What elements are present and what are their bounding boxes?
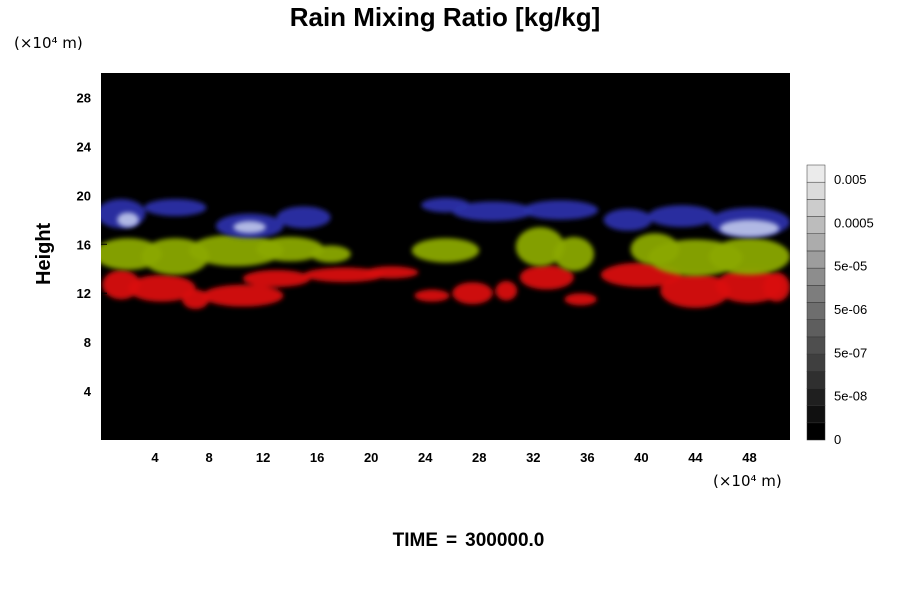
x-unit-label: (×10⁴ m) bbox=[713, 472, 782, 490]
time-readout: TIME = 300000.0 bbox=[0, 530, 900, 552]
colorbar-level bbox=[806, 405, 826, 424]
colorbar: 0.005 0.0005 5e-05 5e-06 5e-07 5e-08 0 bbox=[806, 164, 874, 447]
green-blob bbox=[553, 236, 595, 272]
red-blob bbox=[660, 273, 731, 308]
green-blob bbox=[411, 238, 480, 263]
blue-blob bbox=[452, 201, 534, 222]
x-tick-label: 48 bbox=[742, 450, 756, 465]
y-tick-label: 16 bbox=[77, 237, 91, 252]
colorbar-level bbox=[806, 216, 826, 234]
red-band bbox=[102, 262, 790, 310]
colorbar-label: 5e-08 bbox=[834, 389, 867, 404]
colorbar-label: 5e-05 bbox=[834, 259, 867, 274]
x-tick-label: 24 bbox=[418, 450, 433, 465]
blue-blob bbox=[648, 205, 716, 228]
colorbar-level bbox=[806, 285, 826, 303]
green-blob bbox=[188, 234, 284, 267]
white-blob bbox=[233, 221, 266, 234]
white-band bbox=[117, 212, 780, 237]
blue-blob bbox=[144, 199, 207, 217]
red-blob bbox=[564, 293, 597, 306]
y-tick-label: 20 bbox=[77, 188, 91, 203]
colorbar-level bbox=[806, 371, 826, 389]
colorbar-level bbox=[806, 422, 826, 441]
y-tick-label: 28 bbox=[77, 90, 91, 105]
red-blob bbox=[128, 274, 196, 302]
red-blob bbox=[414, 289, 450, 302]
x-tick-label: 28 bbox=[472, 450, 486, 465]
y-tick-label: 12 bbox=[77, 286, 91, 301]
colorbar-label: 5e-06 bbox=[834, 302, 867, 317]
colorbar-level bbox=[806, 353, 826, 372]
colorbar-label: 0.005 bbox=[834, 172, 867, 187]
red-blob bbox=[519, 265, 574, 290]
y-tick-label: 8 bbox=[84, 335, 91, 350]
colorbar-level bbox=[806, 250, 826, 269]
colorbar-level bbox=[806, 181, 826, 200]
colorbar-level bbox=[806, 164, 826, 183]
green-blob bbox=[256, 236, 324, 262]
blue-blob bbox=[522, 200, 599, 220]
red-blob bbox=[762, 272, 790, 302]
x-tick-label: 4 bbox=[151, 450, 159, 465]
rain-field bbox=[101, 197, 790, 310]
colorbar-level bbox=[806, 388, 826, 406]
x-tick-label: 20 bbox=[364, 450, 378, 465]
white-blob bbox=[719, 219, 780, 237]
colorbar-label: 0 bbox=[834, 432, 841, 447]
colorbar-label: 5e-07 bbox=[834, 345, 867, 360]
green-blob bbox=[708, 238, 790, 275]
white-blob bbox=[117, 212, 139, 228]
colorbar-level bbox=[806, 319, 826, 338]
time-value: 300000.0 bbox=[465, 530, 545, 551]
red-blob bbox=[495, 280, 518, 301]
x-tick-label: 44 bbox=[688, 450, 703, 465]
colorbar-level bbox=[806, 336, 826, 355]
time-equals: = bbox=[446, 530, 458, 551]
colorbar-level bbox=[806, 233, 826, 252]
colorbar-level bbox=[806, 199, 826, 217]
y-tick-label: 24 bbox=[77, 139, 92, 154]
red-blob bbox=[242, 269, 311, 288]
colorbar-level bbox=[806, 267, 826, 286]
y-unit-label: (×10⁴ m) bbox=[14, 34, 83, 52]
red-blob bbox=[202, 284, 284, 307]
chart-title: Rain Mixing Ratio [kg/kg] bbox=[289, 2, 601, 32]
green-blob bbox=[515, 227, 565, 267]
time-label: TIME bbox=[392, 530, 439, 551]
red-blob bbox=[182, 289, 210, 310]
y-tick-label: 4 bbox=[84, 384, 92, 399]
x-tick-label: 32 bbox=[526, 450, 540, 465]
colorbar-label: 0.0005 bbox=[834, 215, 874, 230]
colorbar-level bbox=[806, 302, 826, 320]
red-blob bbox=[452, 282, 493, 305]
green-blob bbox=[310, 245, 351, 263]
x-tick-label: 8 bbox=[205, 450, 212, 465]
x-tick-label: 12 bbox=[256, 450, 270, 465]
green-band bbox=[101, 227, 790, 277]
x-tick-label: 36 bbox=[580, 450, 594, 465]
x-tick-label: 40 bbox=[634, 450, 648, 465]
red-blob bbox=[303, 267, 385, 283]
x-tick-label: 16 bbox=[310, 450, 324, 465]
red-blob bbox=[364, 266, 419, 279]
blue-blob bbox=[276, 206, 331, 229]
blue-blob bbox=[603, 208, 653, 231]
